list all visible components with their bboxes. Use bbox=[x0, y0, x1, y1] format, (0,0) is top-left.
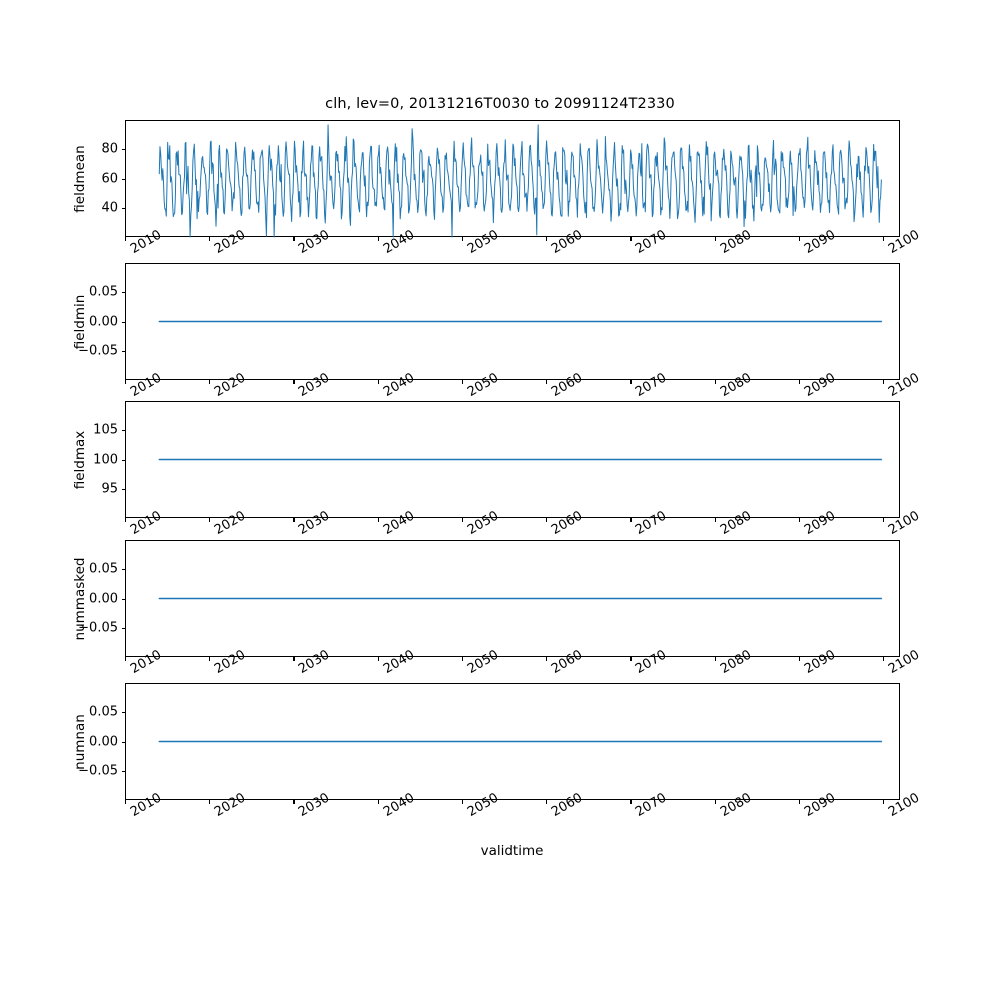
x-tick-mark bbox=[377, 657, 379, 661]
y-tick-label: 100 bbox=[93, 452, 118, 467]
y-tick-mark bbox=[121, 712, 126, 714]
x-tick-mark bbox=[630, 518, 632, 522]
y-tick-mark bbox=[121, 292, 126, 294]
y-tick-mark bbox=[121, 770, 126, 772]
x-tick-mark bbox=[209, 380, 211, 384]
x-tick-mark bbox=[883, 380, 885, 384]
x-tick-mark bbox=[377, 518, 379, 522]
y-tick-label: 0.05 bbox=[89, 561, 118, 577]
y-tick-mark bbox=[121, 569, 126, 571]
y-tick-label: −0.05 bbox=[78, 620, 118, 636]
x-tick-mark bbox=[798, 800, 800, 804]
x-tick-mark bbox=[461, 237, 464, 241]
series-fieldmax bbox=[126, 402, 899, 517]
x-tick-mark bbox=[714, 800, 716, 804]
x-tick-mark bbox=[630, 800, 632, 804]
x-tick-mark bbox=[209, 800, 211, 804]
x-tick-mark bbox=[798, 237, 800, 241]
x-tick-mark bbox=[798, 518, 800, 522]
y-tick-label: 80 bbox=[101, 141, 118, 157]
y-tick-label: 60 bbox=[101, 171, 118, 186]
x-tick-mark bbox=[461, 800, 464, 804]
y-tick-mark bbox=[121, 627, 126, 629]
x-tick-mark bbox=[209, 518, 211, 522]
y-tick-label: 105 bbox=[93, 422, 118, 438]
y-axis-label-numnan: numnan bbox=[72, 713, 88, 770]
x-tick-mark bbox=[546, 800, 548, 804]
x-tick-mark bbox=[293, 657, 295, 661]
y-tick-label: 0.00 bbox=[89, 591, 118, 606]
x-tick-mark bbox=[125, 518, 127, 522]
y-axis-label-fieldmax: fieldmax bbox=[72, 430, 88, 489]
x-tick-mark bbox=[293, 237, 295, 241]
x-tick-mark bbox=[377, 237, 379, 241]
x-tick-mark bbox=[546, 380, 548, 384]
x-tick-mark bbox=[883, 237, 885, 241]
subplot-fieldmean bbox=[125, 120, 900, 237]
series-nummasked bbox=[126, 541, 899, 656]
x-tick-mark bbox=[714, 237, 716, 241]
y-tick-label: 40 bbox=[101, 200, 118, 216]
series-fieldmean bbox=[126, 121, 899, 236]
subplot-numnan bbox=[125, 683, 900, 800]
x-tick-mark bbox=[125, 657, 127, 661]
y-tick-label: −0.05 bbox=[78, 763, 118, 779]
y-tick-label: 0.05 bbox=[89, 704, 118, 720]
y-tick-label: 0.00 bbox=[89, 314, 118, 329]
y-tick-mark bbox=[121, 207, 126, 209]
x-tick-mark bbox=[714, 657, 716, 661]
x-tick-mark bbox=[125, 380, 127, 384]
y-tick-mark bbox=[121, 321, 126, 323]
subplot-fieldmax bbox=[125, 401, 900, 518]
x-tick-mark bbox=[630, 237, 632, 241]
x-tick-mark bbox=[798, 380, 800, 384]
series-fieldmin bbox=[126, 264, 899, 379]
x-tick-mark bbox=[546, 657, 548, 661]
y-tick-mark bbox=[121, 350, 126, 352]
y-tick-label: 95 bbox=[101, 481, 118, 497]
x-tick-mark bbox=[883, 518, 885, 522]
x-tick-mark bbox=[125, 237, 127, 241]
x-tick-mark bbox=[798, 657, 800, 661]
x-tick-mark bbox=[209, 237, 211, 241]
x-tick-mark bbox=[461, 518, 464, 522]
y-tick-label: 0.05 bbox=[89, 284, 118, 300]
x-tick-mark bbox=[630, 380, 632, 384]
figure-title: clh, lev=0, 20131216T0030 to 20991124T23… bbox=[325, 96, 675, 112]
x-tick-mark bbox=[883, 800, 885, 804]
x-tick-mark bbox=[293, 380, 295, 384]
y-tick-label: 0.00 bbox=[89, 734, 118, 749]
y-tick-mark bbox=[121, 459, 126, 461]
x-tick-mark bbox=[883, 657, 885, 661]
y-axis-label-fieldmin: fieldmin bbox=[72, 294, 88, 349]
series-numnan bbox=[126, 684, 899, 799]
x-tick-mark bbox=[714, 380, 716, 384]
x-tick-mark bbox=[461, 380, 464, 384]
x-tick-mark bbox=[461, 657, 464, 661]
y-tick-mark bbox=[121, 178, 126, 180]
x-axis-label: validtime bbox=[480, 843, 544, 859]
subplot-fieldmin bbox=[125, 263, 900, 380]
y-tick-mark bbox=[121, 598, 126, 600]
x-tick-mark bbox=[293, 518, 295, 522]
x-tick-mark bbox=[546, 518, 548, 522]
x-tick-mark bbox=[125, 800, 127, 804]
y-tick-label: −0.05 bbox=[78, 343, 118, 359]
x-tick-mark bbox=[293, 800, 295, 804]
y-tick-mark bbox=[121, 149, 126, 151]
y-tick-mark bbox=[121, 488, 126, 490]
y-tick-mark bbox=[121, 741, 126, 743]
x-tick-mark bbox=[546, 237, 548, 241]
x-tick-mark bbox=[377, 800, 379, 804]
x-tick-mark bbox=[714, 518, 716, 522]
x-tick-mark bbox=[377, 380, 379, 384]
x-tick-mark bbox=[209, 657, 211, 661]
subplot-nummasked bbox=[125, 540, 900, 657]
y-tick-mark bbox=[121, 430, 126, 432]
y-axis-label-fieldmean: fieldmean bbox=[72, 144, 88, 213]
x-tick-mark bbox=[630, 657, 632, 661]
